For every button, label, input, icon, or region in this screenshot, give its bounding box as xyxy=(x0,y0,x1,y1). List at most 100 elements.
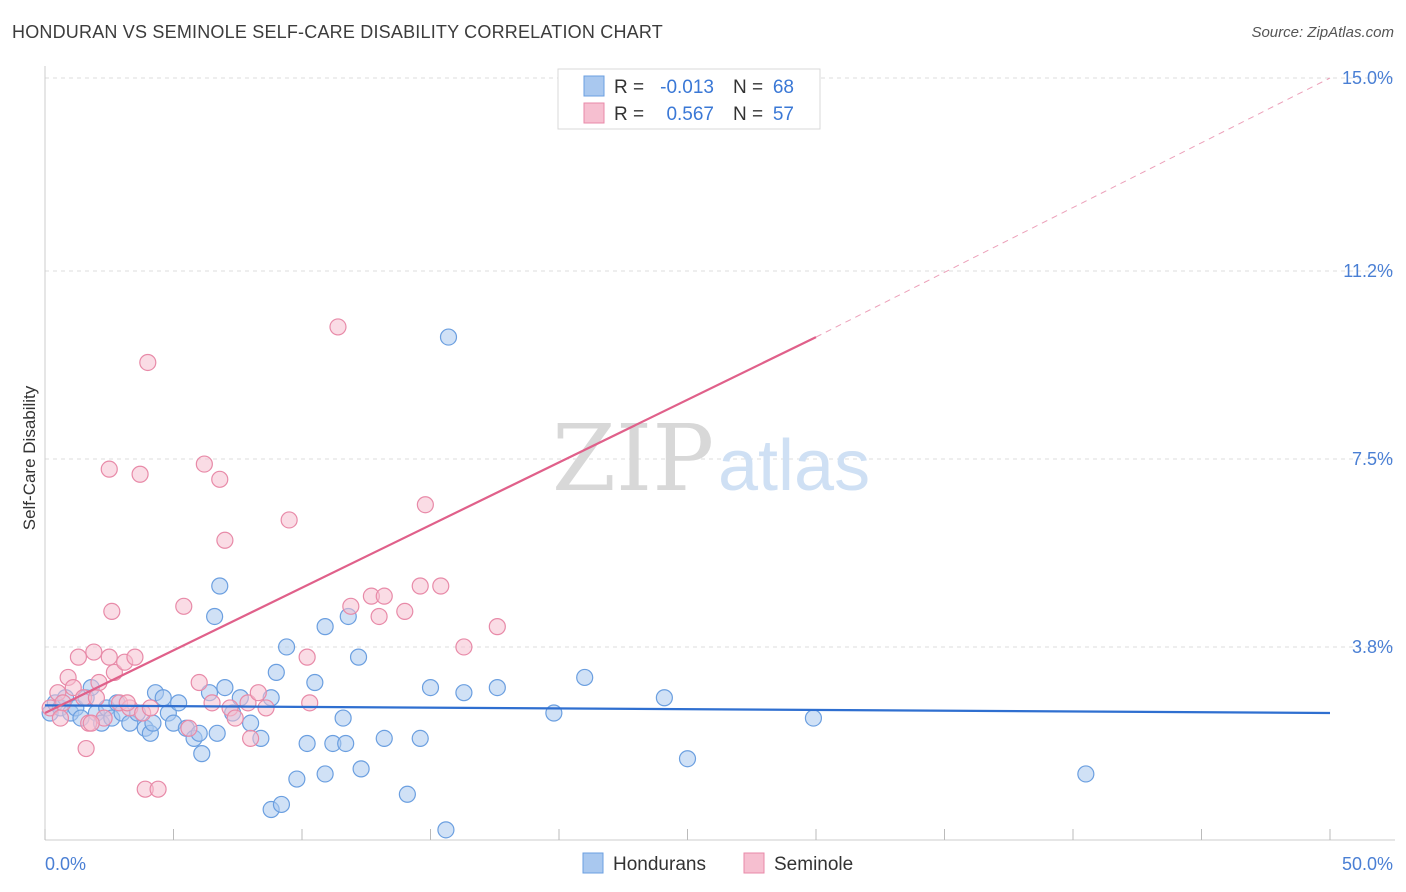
seminole-n-value: 57 xyxy=(773,104,794,125)
honduran-point xyxy=(334,709,352,727)
seminole-point xyxy=(301,694,319,712)
seminole-point xyxy=(175,597,193,615)
honduran-point xyxy=(804,709,823,727)
y-axis-label: Self-Care Disability xyxy=(20,385,39,530)
hondurans-legend-swatch xyxy=(583,75,605,97)
seminole-point xyxy=(342,597,360,615)
seminole-point xyxy=(190,673,208,692)
honduran-point xyxy=(216,678,234,697)
seminole-point xyxy=(139,353,157,372)
seminole-point xyxy=(211,470,229,488)
seminole-series-label: Seminole xyxy=(774,854,853,875)
hondurans-series-label: Hondurans xyxy=(613,854,706,875)
y-tick-label: 15.0% xyxy=(1342,68,1393,88)
data-points xyxy=(41,318,1095,839)
source-credit: Source: ZipAtlas.com xyxy=(1251,24,1394,41)
seminole-point xyxy=(64,678,82,697)
seminole-point xyxy=(203,694,221,712)
seminole-point xyxy=(69,648,88,666)
seminole-point xyxy=(54,694,72,712)
honduran-point xyxy=(398,785,416,803)
honduran-point xyxy=(277,638,296,656)
seminole-series-swatch xyxy=(743,852,765,874)
honduran-point xyxy=(288,770,306,788)
seminole-point xyxy=(488,618,506,636)
honduran-point xyxy=(208,724,226,742)
seminole-point xyxy=(87,689,106,707)
seminole-n-label: N = xyxy=(733,104,763,125)
honduran-point xyxy=(170,694,188,712)
seminole-point xyxy=(149,780,167,798)
honduran-point xyxy=(455,684,473,702)
seminole-point xyxy=(455,638,473,656)
hondurans-r-label: R = xyxy=(614,77,644,98)
seminole-point xyxy=(82,714,100,732)
seminole-point xyxy=(77,739,95,758)
watermark-zip: ZIP xyxy=(552,405,714,512)
honduran-point xyxy=(437,821,455,839)
honduran-point xyxy=(375,729,393,748)
x-tick-label: 50.0% xyxy=(1342,854,1393,874)
honduran-point xyxy=(439,328,458,346)
seminole-trend-extension xyxy=(815,77,1331,338)
honduran-point xyxy=(352,760,370,778)
tick-labels: 3.8% 7.5% 11.2% 15.0% 0.0% 50.0% xyxy=(45,68,1393,874)
honduran-point xyxy=(298,734,316,753)
y-tick-label: 3.8% xyxy=(1352,637,1393,657)
seminole-r-value: 0.567 xyxy=(666,104,714,125)
hondurans-trend-line xyxy=(44,704,1331,715)
honduran-point xyxy=(242,714,260,732)
trend-lines xyxy=(44,77,1331,715)
honduran-point xyxy=(267,663,285,681)
hondurans-n-value: 68 xyxy=(773,77,794,98)
seminole-point xyxy=(280,511,298,529)
seminole-point xyxy=(126,648,144,666)
y-tick-label: 7.5% xyxy=(1352,449,1393,469)
honduran-point xyxy=(211,577,229,595)
seminole-point xyxy=(90,673,108,692)
honduran-point xyxy=(678,750,697,768)
seminole-point xyxy=(216,531,234,549)
stats-legend: R = -0.013 N = 68 R = 0.567 N = 57 xyxy=(557,68,821,130)
honduran-point xyxy=(206,607,224,626)
seminole-r-label: R = xyxy=(614,104,644,125)
series-legend: Hondurans Seminole xyxy=(582,852,853,875)
seminole-trend-line xyxy=(44,336,817,714)
seminole-point xyxy=(396,602,414,621)
seminole-point xyxy=(103,602,121,621)
seminole-point xyxy=(180,719,198,737)
watermark: ZIP atlas xyxy=(552,405,870,512)
seminole-point xyxy=(298,648,316,666)
honduran-point xyxy=(272,795,291,814)
honduran-point xyxy=(337,734,355,753)
honduran-point xyxy=(316,618,334,636)
seminole-point xyxy=(375,587,393,605)
seminole-point xyxy=(85,643,103,661)
honduran-point xyxy=(306,673,324,692)
honduran-point xyxy=(1077,765,1095,783)
seminole-point xyxy=(51,709,70,727)
honduran-point xyxy=(349,648,368,666)
watermark-atlas: atlas xyxy=(718,426,870,506)
hondurans-n-label: N = xyxy=(733,77,763,98)
grid-lines xyxy=(45,77,1395,648)
x-tick-label: 0.0% xyxy=(45,854,86,874)
seminole-point xyxy=(141,699,159,717)
honduran-point xyxy=(316,765,334,783)
seminole-point xyxy=(226,709,244,727)
hondurans-series-swatch xyxy=(582,852,604,874)
seminole-point xyxy=(370,607,388,626)
honduran-point xyxy=(193,745,211,763)
y-tick-label: 11.2% xyxy=(1343,261,1393,281)
seminole-point xyxy=(257,699,275,717)
honduran-point xyxy=(655,689,673,707)
seminole-point xyxy=(411,577,429,595)
honduran-point xyxy=(411,729,429,748)
chart-title: HONDURAN VS SEMINOLE SELF-CARE DISABILIT… xyxy=(12,22,663,42)
seminole-point xyxy=(416,496,434,514)
seminole-point xyxy=(329,318,347,336)
seminole-point xyxy=(249,684,267,702)
honduran-point xyxy=(576,668,594,687)
hondurans-r-value: -0.013 xyxy=(660,77,714,98)
